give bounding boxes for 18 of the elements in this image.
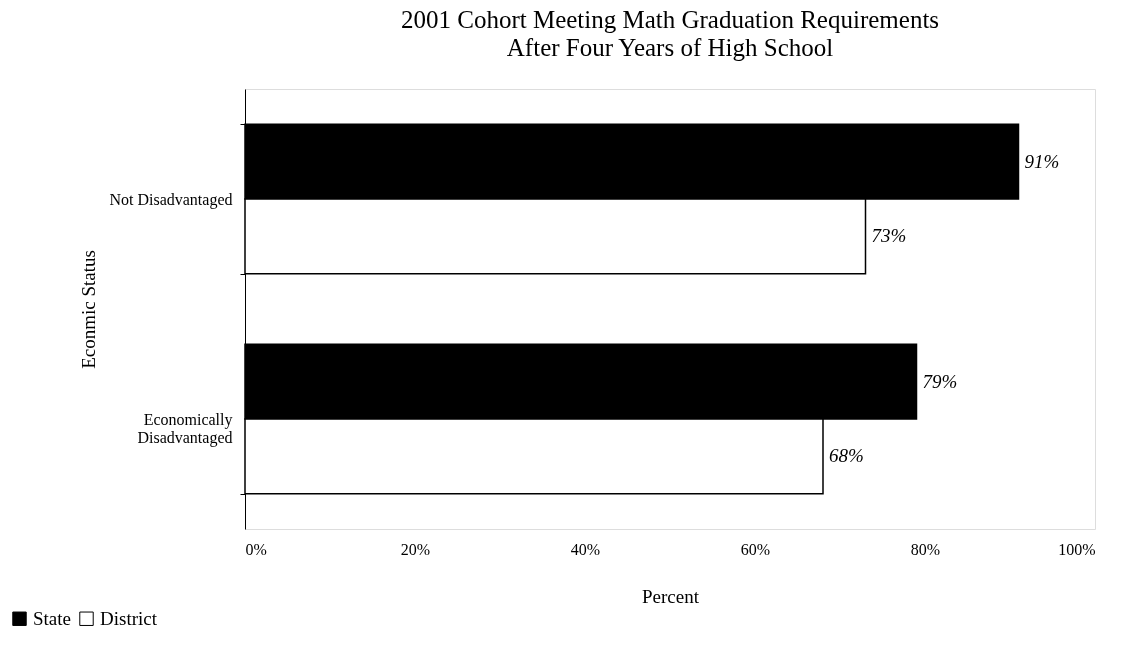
data-label: 79% xyxy=(922,370,958,392)
y-tick-label: Not Disadvantaged xyxy=(109,190,233,209)
y-axis-title: Econmic Status xyxy=(78,250,100,369)
data-label: 91% xyxy=(1024,150,1060,172)
x-tick-label: 80% xyxy=(910,540,941,558)
x-tick-label: 0% xyxy=(245,540,267,558)
data-label: 68% xyxy=(829,445,864,467)
x-tick-label: 60% xyxy=(740,540,771,558)
x-tick-label: 40% xyxy=(570,540,601,558)
x-axis-title: Percent xyxy=(642,585,700,607)
x-tick-label: 20% xyxy=(400,540,431,558)
chart-title: 2001 Cohort Meeting Math Graduation Requirements xyxy=(400,6,940,33)
chart-subtitle: After Four Years of High School xyxy=(506,34,834,61)
data-label: 73% xyxy=(871,225,907,247)
y-tick-label: Economically Disadvantaged xyxy=(137,410,233,447)
legend-label: State xyxy=(33,607,71,629)
legend-label: District xyxy=(100,607,158,629)
x-tick-label: 100% xyxy=(1058,540,1096,558)
